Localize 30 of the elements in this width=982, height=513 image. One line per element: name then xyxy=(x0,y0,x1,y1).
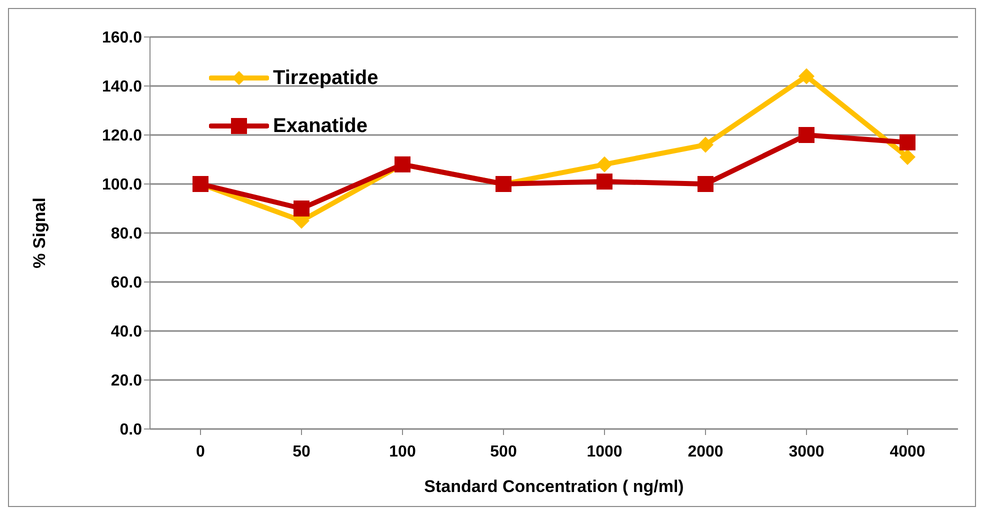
y-tick-label: 120.0 xyxy=(102,128,142,145)
x-tick-label: 100 xyxy=(389,443,416,460)
x-tick-label: 2000 xyxy=(688,443,724,460)
y-tick-label: 20.0 xyxy=(110,372,142,390)
y-tick-label: 100.0 xyxy=(102,176,142,194)
point xyxy=(900,134,916,150)
legend-label: Tirzepatide xyxy=(273,66,378,90)
point xyxy=(596,156,612,172)
point xyxy=(698,136,714,153)
x-tick-label: 1000 xyxy=(586,443,622,460)
point xyxy=(798,127,814,143)
point xyxy=(294,200,310,216)
y-tick-label: 40.0 xyxy=(110,324,142,341)
y-axis-title: % Signal xyxy=(30,198,50,268)
x-axis-title: Standard Concentration ( ng/ml) xyxy=(424,477,684,496)
legend-label: Exanatide xyxy=(273,114,368,138)
y-tick-label: 0.0 xyxy=(120,422,142,439)
y-tick-label: 60.0 xyxy=(110,274,142,292)
x-tick-label: 500 xyxy=(490,443,517,460)
x-tick-label: 0 xyxy=(196,443,206,460)
point xyxy=(698,176,714,192)
x-tick-label: 3000 xyxy=(788,443,824,460)
y-tick-label: 160.0 xyxy=(102,30,142,47)
point xyxy=(596,174,612,190)
y-tick-label: 80.0 xyxy=(110,226,142,243)
x-tick-label: 4000 xyxy=(890,443,926,460)
point xyxy=(900,149,916,166)
x-tick-label: 50 xyxy=(292,443,310,460)
y-tick-label: 140.0 xyxy=(102,78,142,96)
point xyxy=(798,68,814,84)
